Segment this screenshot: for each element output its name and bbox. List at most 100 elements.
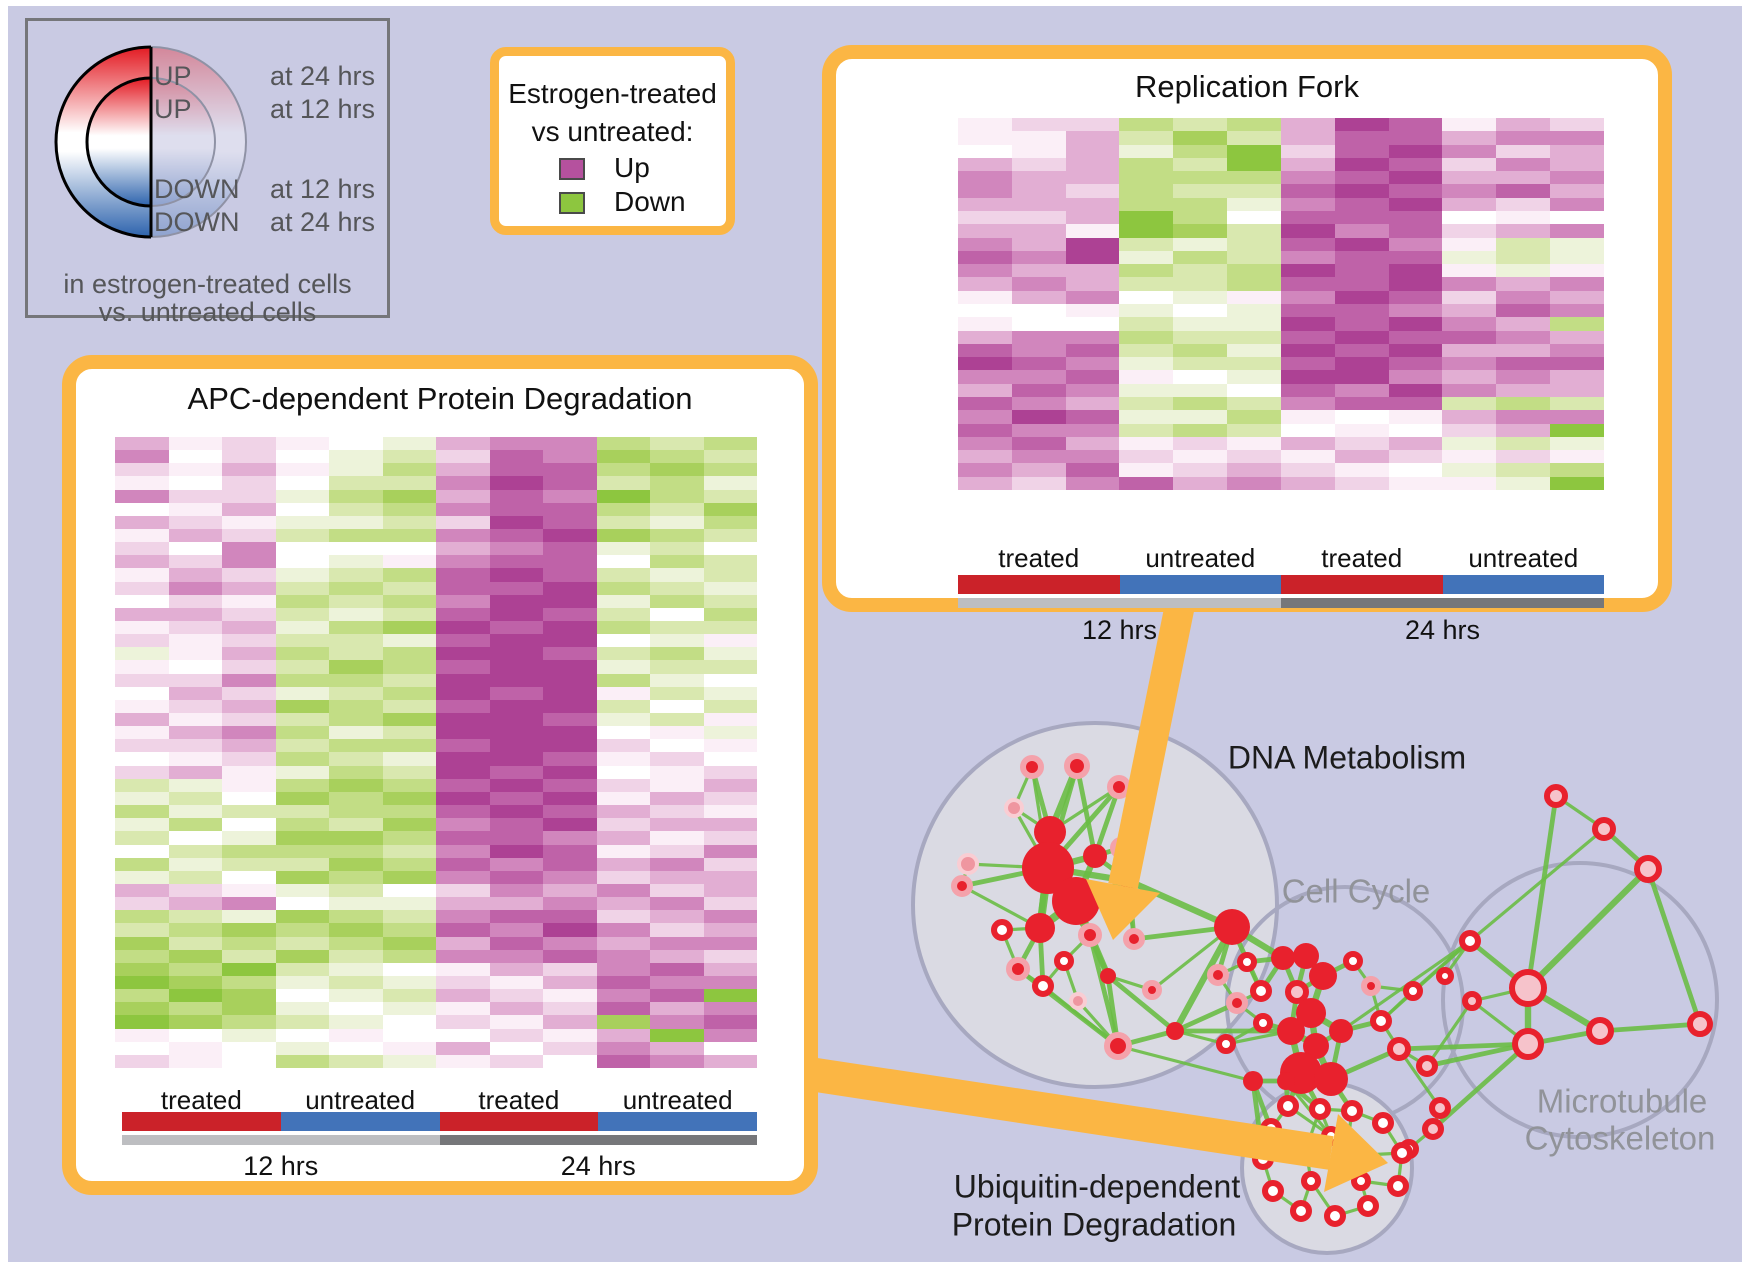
heatmap-cell (382, 831, 436, 845)
heatmap-cell (329, 936, 383, 950)
heatmap-cell (275, 1015, 329, 1029)
heatmap-cell (275, 568, 329, 582)
heatmap-cell (958, 317, 1012, 331)
heatmap-cell (1280, 383, 1335, 397)
heatmap-cell (222, 515, 276, 530)
heatmap-cell (1119, 131, 1174, 145)
heatmap-cell (650, 962, 704, 976)
heatmap-cell (168, 831, 222, 845)
network-edge (1599, 1021, 1701, 1034)
heatmap-cell (1173, 197, 1228, 211)
cluster-circle-microtubule-cytoskeleton (1441, 861, 1719, 1139)
heatmap-cell (596, 1041, 650, 1055)
heatmap-cell (1280, 370, 1335, 384)
heatmap-cell (382, 962, 436, 976)
heatmap-cell (703, 726, 757, 740)
network-node (1104, 1032, 1132, 1060)
network-node (1207, 964, 1229, 986)
heatmap-cell (1173, 144, 1228, 158)
heatmap-cell (222, 975, 276, 990)
heatmap-cell (382, 673, 436, 687)
heatmap-cell (1011, 423, 1066, 437)
heatmap-cell (329, 568, 383, 582)
heatmap-cell (543, 647, 597, 661)
network-edge (1525, 795, 1559, 989)
heatmap-cell (382, 542, 436, 556)
heatmap-cell (275, 791, 329, 806)
heatmap-cell (275, 699, 329, 714)
heatmap-cell (115, 529, 169, 543)
heatmap-cell (222, 870, 276, 884)
heatmap-cell (543, 791, 597, 806)
heatmap-cell (489, 542, 543, 556)
heatmap-cell (1173, 237, 1228, 251)
heatmap-cell (222, 949, 276, 963)
heatmap-cell (1496, 277, 1551, 291)
heatmap-cell (115, 936, 169, 950)
heatmap-cell (1280, 224, 1335, 238)
heatmap-cell (168, 739, 222, 753)
heatmap-cell (543, 450, 597, 464)
heatmap-cell (329, 686, 383, 700)
heatmap-cell (115, 818, 169, 832)
heatmap-cell (650, 870, 704, 884)
heatmap-cell (1119, 277, 1174, 291)
heatmap-cell (958, 264, 1012, 278)
heatmap-cell (1227, 157, 1281, 172)
heatmap-cell (543, 989, 597, 1003)
heatmap-cell (1011, 144, 1066, 158)
heatmap-cell (650, 621, 704, 635)
heatmap-cell (1442, 157, 1497, 172)
heatmap-cell (489, 1028, 543, 1042)
heatmap-cell (543, 805, 597, 819)
heatmap-cell (1011, 118, 1066, 132)
heatmap-cell (275, 489, 329, 503)
heatmap-cell (115, 805, 169, 819)
heatmap-cell (436, 975, 490, 990)
heatmap-cell (1227, 290, 1281, 304)
heatmap-cell (596, 897, 650, 911)
heatmap-cell (1388, 184, 1443, 198)
heatmap-cell (596, 568, 650, 582)
heatmap-cell (543, 673, 597, 687)
heatmap-cell (1442, 383, 1497, 397)
heatmap-cell (1442, 250, 1497, 265)
heatmap-cell (489, 1015, 543, 1029)
heatmap-cell (275, 818, 329, 832)
heatmap-cell (1388, 343, 1443, 358)
heatmap-cell (1011, 317, 1066, 331)
heatmap-cell (1496, 410, 1551, 424)
heatmap-cell (1442, 357, 1497, 371)
heatmap-cell (1011, 250, 1066, 265)
heatmap-cell (1119, 197, 1174, 211)
heatmap-cell (1334, 463, 1389, 477)
heatmap-cell (1065, 210, 1120, 225)
heatmap-cell (436, 949, 490, 963)
heatmap-cell (1334, 224, 1389, 238)
network-node (1370, 1010, 1392, 1032)
heatmap-cell (275, 463, 329, 477)
heatmap-cell (1334, 303, 1389, 318)
heatmap-cell (1173, 370, 1228, 384)
heatmap-cell (436, 515, 490, 530)
heatmap-cell (650, 502, 704, 516)
heatmap-cell (329, 975, 383, 990)
heatmap-cell (1280, 476, 1335, 490)
heatmap-cell (436, 450, 490, 464)
heatmap-cell (703, 621, 757, 635)
heatmap-cell (168, 647, 222, 661)
heatmap-cell (168, 752, 222, 766)
heatmap-cell (543, 778, 597, 792)
heatmap-cell (168, 686, 222, 700)
heatmap-cell (168, 989, 222, 1003)
heatmap-cell (1065, 423, 1120, 437)
time-label-12hrs: 12 hrs (243, 1151, 319, 1181)
heatmap-cell (958, 210, 1012, 225)
heatmap-cell (382, 1041, 436, 1055)
heatmap-cell (436, 739, 490, 753)
heatmap-cell (1442, 303, 1497, 318)
heatmap-cell (489, 739, 543, 753)
heatmap-cell (382, 765, 436, 779)
network-node (1592, 817, 1616, 841)
heatmap-cell (115, 555, 169, 569)
